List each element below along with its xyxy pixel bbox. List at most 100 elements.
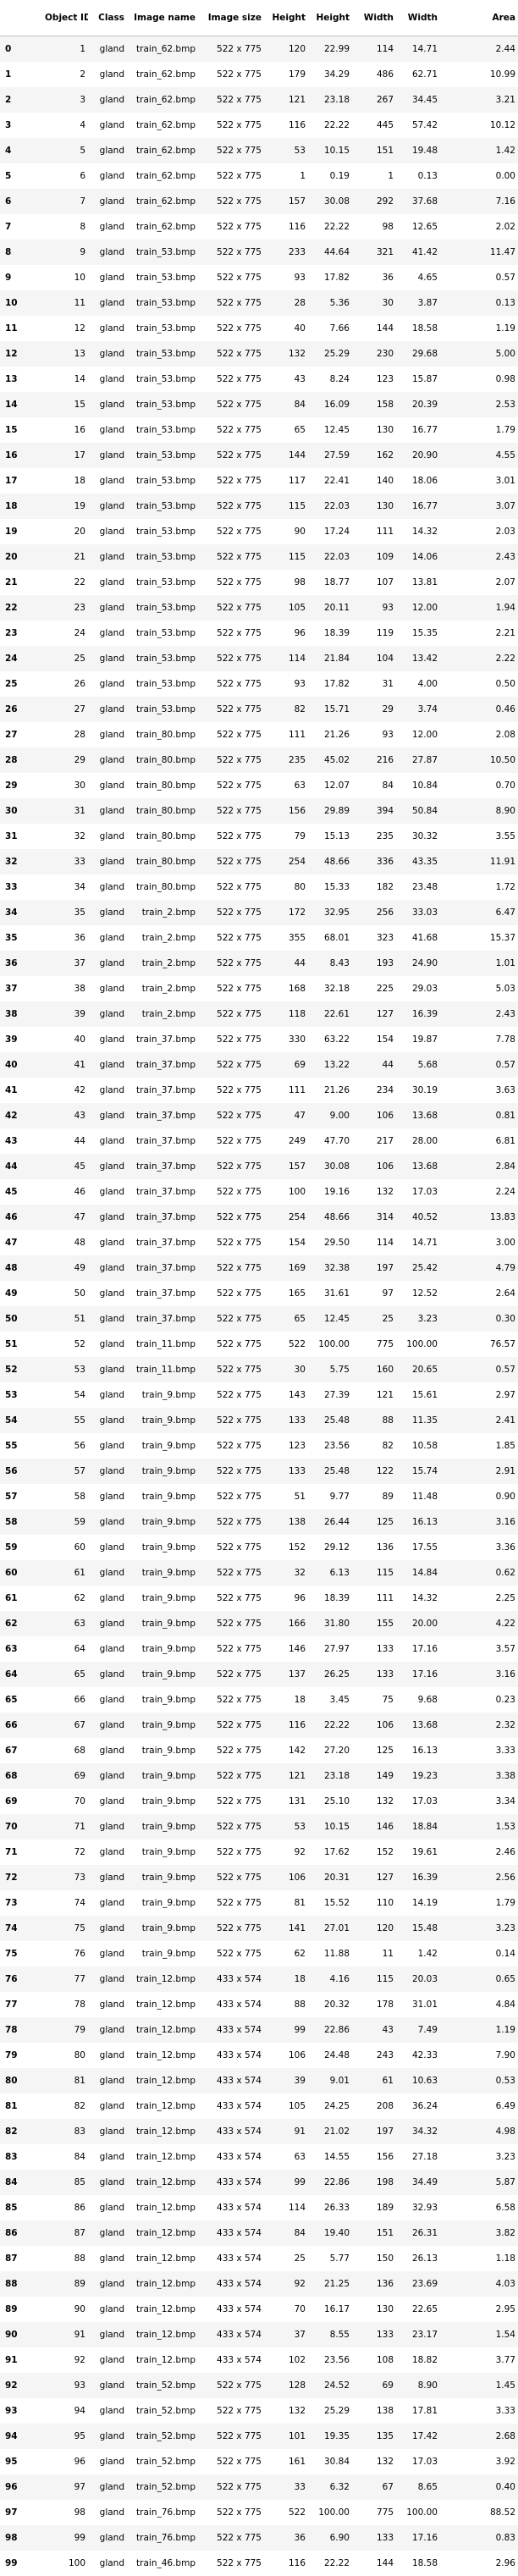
- table-cell: 522 x 775: [198, 265, 264, 290]
- table-cell: train_37.bmp: [127, 1255, 198, 1281]
- table-cell: 32.38: [308, 1255, 352, 1281]
- table-cell: 29: [42, 747, 88, 773]
- table-cell: 6: [42, 163, 88, 189]
- table-cell: 256: [352, 900, 396, 925]
- table-cell: gland: [88, 1332, 127, 1357]
- table-cell: gland: [88, 240, 127, 265]
- table-cell: 39: [264, 2068, 308, 2093]
- table-cell: 82: [352, 1433, 396, 1459]
- row-index: 25: [0, 671, 42, 697]
- table-cell: gland: [88, 36, 127, 63]
- table-cell: gland: [88, 2246, 127, 2271]
- table-cell: 21.26: [308, 722, 352, 747]
- table-cell: 32.95: [308, 900, 352, 925]
- table-cell: gland: [88, 1738, 127, 1763]
- table-cell: 20.31: [308, 1865, 352, 1890]
- table-cell: 23.56: [308, 2347, 352, 2373]
- table-cell: train_9.bmp: [127, 1890, 198, 1916]
- table-cell: train_37.bmp: [127, 1205, 198, 1230]
- table-cell: 216: [352, 747, 396, 773]
- table-cell: 18.58: [396, 2551, 440, 2576]
- table-cell: 5.75: [308, 1357, 352, 1382]
- table-cell: 96: [264, 1586, 308, 1611]
- table-cell: gland: [88, 1560, 127, 1586]
- table-cell: 41.68: [396, 925, 440, 951]
- row-index: 41: [0, 1078, 42, 1103]
- table-cell: 10.50: [440, 747, 518, 773]
- table-cell: train_12.bmp: [127, 1966, 198, 1992]
- table-cell: 2.53: [440, 392, 518, 417]
- table-cell: 7.90: [440, 2043, 518, 2068]
- row-index: 14: [0, 392, 42, 417]
- table-cell: 31: [42, 798, 88, 824]
- row-index: 5: [0, 163, 42, 189]
- table-cell: 2.44: [440, 36, 518, 63]
- table-cell: 3.57: [440, 1636, 518, 1662]
- table-cell: 15.13: [308, 824, 352, 849]
- table-cell: 522 x 775: [198, 214, 264, 240]
- table-cell: 26.44: [308, 1509, 352, 1535]
- table-cell: 0.98: [440, 367, 518, 392]
- table-cell: 12.00: [396, 595, 440, 621]
- table-cell: 47: [42, 1205, 88, 1230]
- table-cell: 88.52: [440, 2500, 518, 2525]
- table-cell: 522 x 775: [198, 1052, 264, 1078]
- table-cell: 21.84: [308, 646, 352, 671]
- table-cell: 14.71: [396, 36, 440, 63]
- table-cell: 161: [264, 2449, 308, 2474]
- table-cell: 522 x 775: [198, 2424, 264, 2449]
- table-cell: 18.58: [396, 316, 440, 341]
- table-cell: 22.22: [308, 113, 352, 138]
- table-cell: 51: [264, 1484, 308, 1509]
- table-cell: 157: [264, 1154, 308, 1179]
- table-cell: 75: [352, 1687, 396, 1713]
- table-cell: 22.22: [308, 2551, 352, 2576]
- table-cell: 0.83: [440, 2525, 518, 2551]
- table-cell: 12.65: [396, 214, 440, 240]
- row-index: 56: [0, 1459, 42, 1484]
- table-cell: train_9.bmp: [127, 1865, 198, 1890]
- table-cell: 118: [264, 1001, 308, 1027]
- table-cell: gland: [88, 214, 127, 240]
- table-cell: 123: [352, 367, 396, 392]
- table-cell: 3.21: [440, 87, 518, 113]
- table-cell: 94: [42, 2398, 88, 2424]
- table-cell: train_12.bmp: [127, 2220, 198, 2246]
- table-cell: 22.22: [308, 214, 352, 240]
- table-cell: 73: [42, 1865, 88, 1890]
- table-cell: 168: [264, 976, 308, 1001]
- table-cell: 93: [352, 595, 396, 621]
- table-cell: 19.87: [396, 1027, 440, 1052]
- column-header: Image name: [127, 0, 198, 36]
- table-cell: 24.90: [396, 951, 440, 976]
- table-cell: 14.71: [396, 1230, 440, 1255]
- table-cell: 18.77: [308, 570, 352, 595]
- table-cell: 20.65: [396, 1357, 440, 1382]
- table-cell: 2.84: [440, 1154, 518, 1179]
- table-cell: 323: [352, 925, 396, 951]
- table-cell: 522 x 775: [198, 798, 264, 824]
- table-cell: gland: [88, 316, 127, 341]
- table-cell: train_53.bmp: [127, 443, 198, 468]
- table-cell: 433 x 574: [198, 2093, 264, 2119]
- table-cell: gland: [88, 113, 127, 138]
- table-cell: 17.03: [396, 1789, 440, 1814]
- table-cell: gland: [88, 1789, 127, 1814]
- table-cell: gland: [88, 1103, 127, 1128]
- table-cell: 132: [264, 2398, 308, 2424]
- table-cell: 18.84: [396, 1814, 440, 1840]
- table-cell: 2.97: [440, 1382, 518, 1408]
- table-cell: 433 x 574: [198, 2144, 264, 2170]
- table-cell: 522 x 775: [198, 1255, 264, 1281]
- table-cell: 3.23: [440, 1916, 518, 1941]
- table-cell: 27.97: [308, 1636, 352, 1662]
